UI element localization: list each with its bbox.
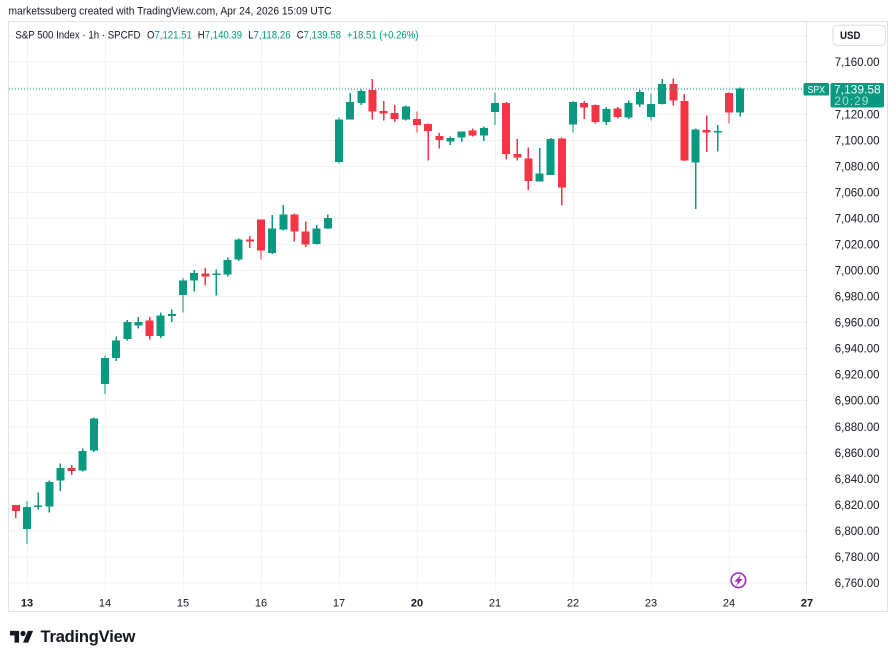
svg-text:7,160.00: 7,160.00 [835, 57, 880, 69]
svg-text:7,020.00: 7,020.00 [835, 240, 880, 252]
svg-text:6,760.00: 6,760.00 [835, 578, 880, 590]
svg-text:16: 16 [255, 598, 267, 610]
svg-text:6,980.00: 6,980.00 [835, 292, 880, 304]
svg-text:22: 22 [567, 598, 579, 610]
svg-text:23: 23 [645, 598, 657, 610]
svg-text:6,900.00: 6,900.00 [835, 396, 880, 408]
svg-text:6,800.00: 6,800.00 [835, 526, 880, 538]
svg-text:H7,140.39: H7,140.39 [198, 30, 242, 42]
svg-text:S&P 500 Index · 1h · SPCFD: S&P 500 Index · 1h · SPCFD [15, 30, 140, 42]
svg-text:20: 20 [411, 598, 423, 610]
svg-text:C7,139.58: C7,139.58 [297, 30, 341, 42]
svg-text:L7,118.26: L7,118.26 [248, 30, 291, 42]
svg-text:7,139.58: 7,139.58 [834, 83, 881, 97]
svg-text:7,000.00: 7,000.00 [835, 266, 880, 278]
svg-text:6,960.00: 6,960.00 [835, 318, 880, 330]
svg-text:6,780.00: 6,780.00 [835, 552, 880, 564]
svg-text:21: 21 [489, 598, 501, 610]
svg-text:7,120.00: 7,120.00 [835, 109, 880, 121]
svg-text:7,060.00: 7,060.00 [835, 187, 880, 199]
svg-text:6,860.00: 6,860.00 [835, 448, 880, 460]
svg-text:USD: USD [840, 30, 861, 42]
svg-text:14: 14 [99, 598, 111, 610]
svg-text:6,920.00: 6,920.00 [835, 370, 880, 382]
svg-text:7,080.00: 7,080.00 [835, 161, 880, 173]
svg-text:24: 24 [723, 598, 735, 610]
svg-text:TradingView: TradingView [41, 628, 136, 646]
svg-text:15: 15 [177, 598, 189, 610]
svg-text:27: 27 [801, 598, 813, 610]
svg-text:O7,121.51: O7,121.51 [147, 30, 192, 42]
svg-text:13: 13 [21, 598, 33, 610]
svg-text:SPX: SPX [808, 84, 826, 96]
svg-text:17: 17 [333, 598, 345, 610]
svg-text:7,100.00: 7,100.00 [835, 135, 880, 147]
svg-text:7,040.00: 7,040.00 [835, 213, 880, 225]
svg-text:6,940.00: 6,940.00 [835, 344, 880, 356]
svg-text:6,880.00: 6,880.00 [835, 422, 880, 434]
svg-text:6,820.00: 6,820.00 [835, 500, 880, 512]
svg-text:20:29: 20:29 [834, 94, 869, 108]
svg-text:6,840.00: 6,840.00 [835, 474, 880, 486]
svg-text:marketssuberg created with Tra: marketssuberg created with TradingView.c… [9, 6, 332, 18]
svg-text:+18.51 (+0.26%): +18.51 (+0.26%) [347, 30, 419, 42]
